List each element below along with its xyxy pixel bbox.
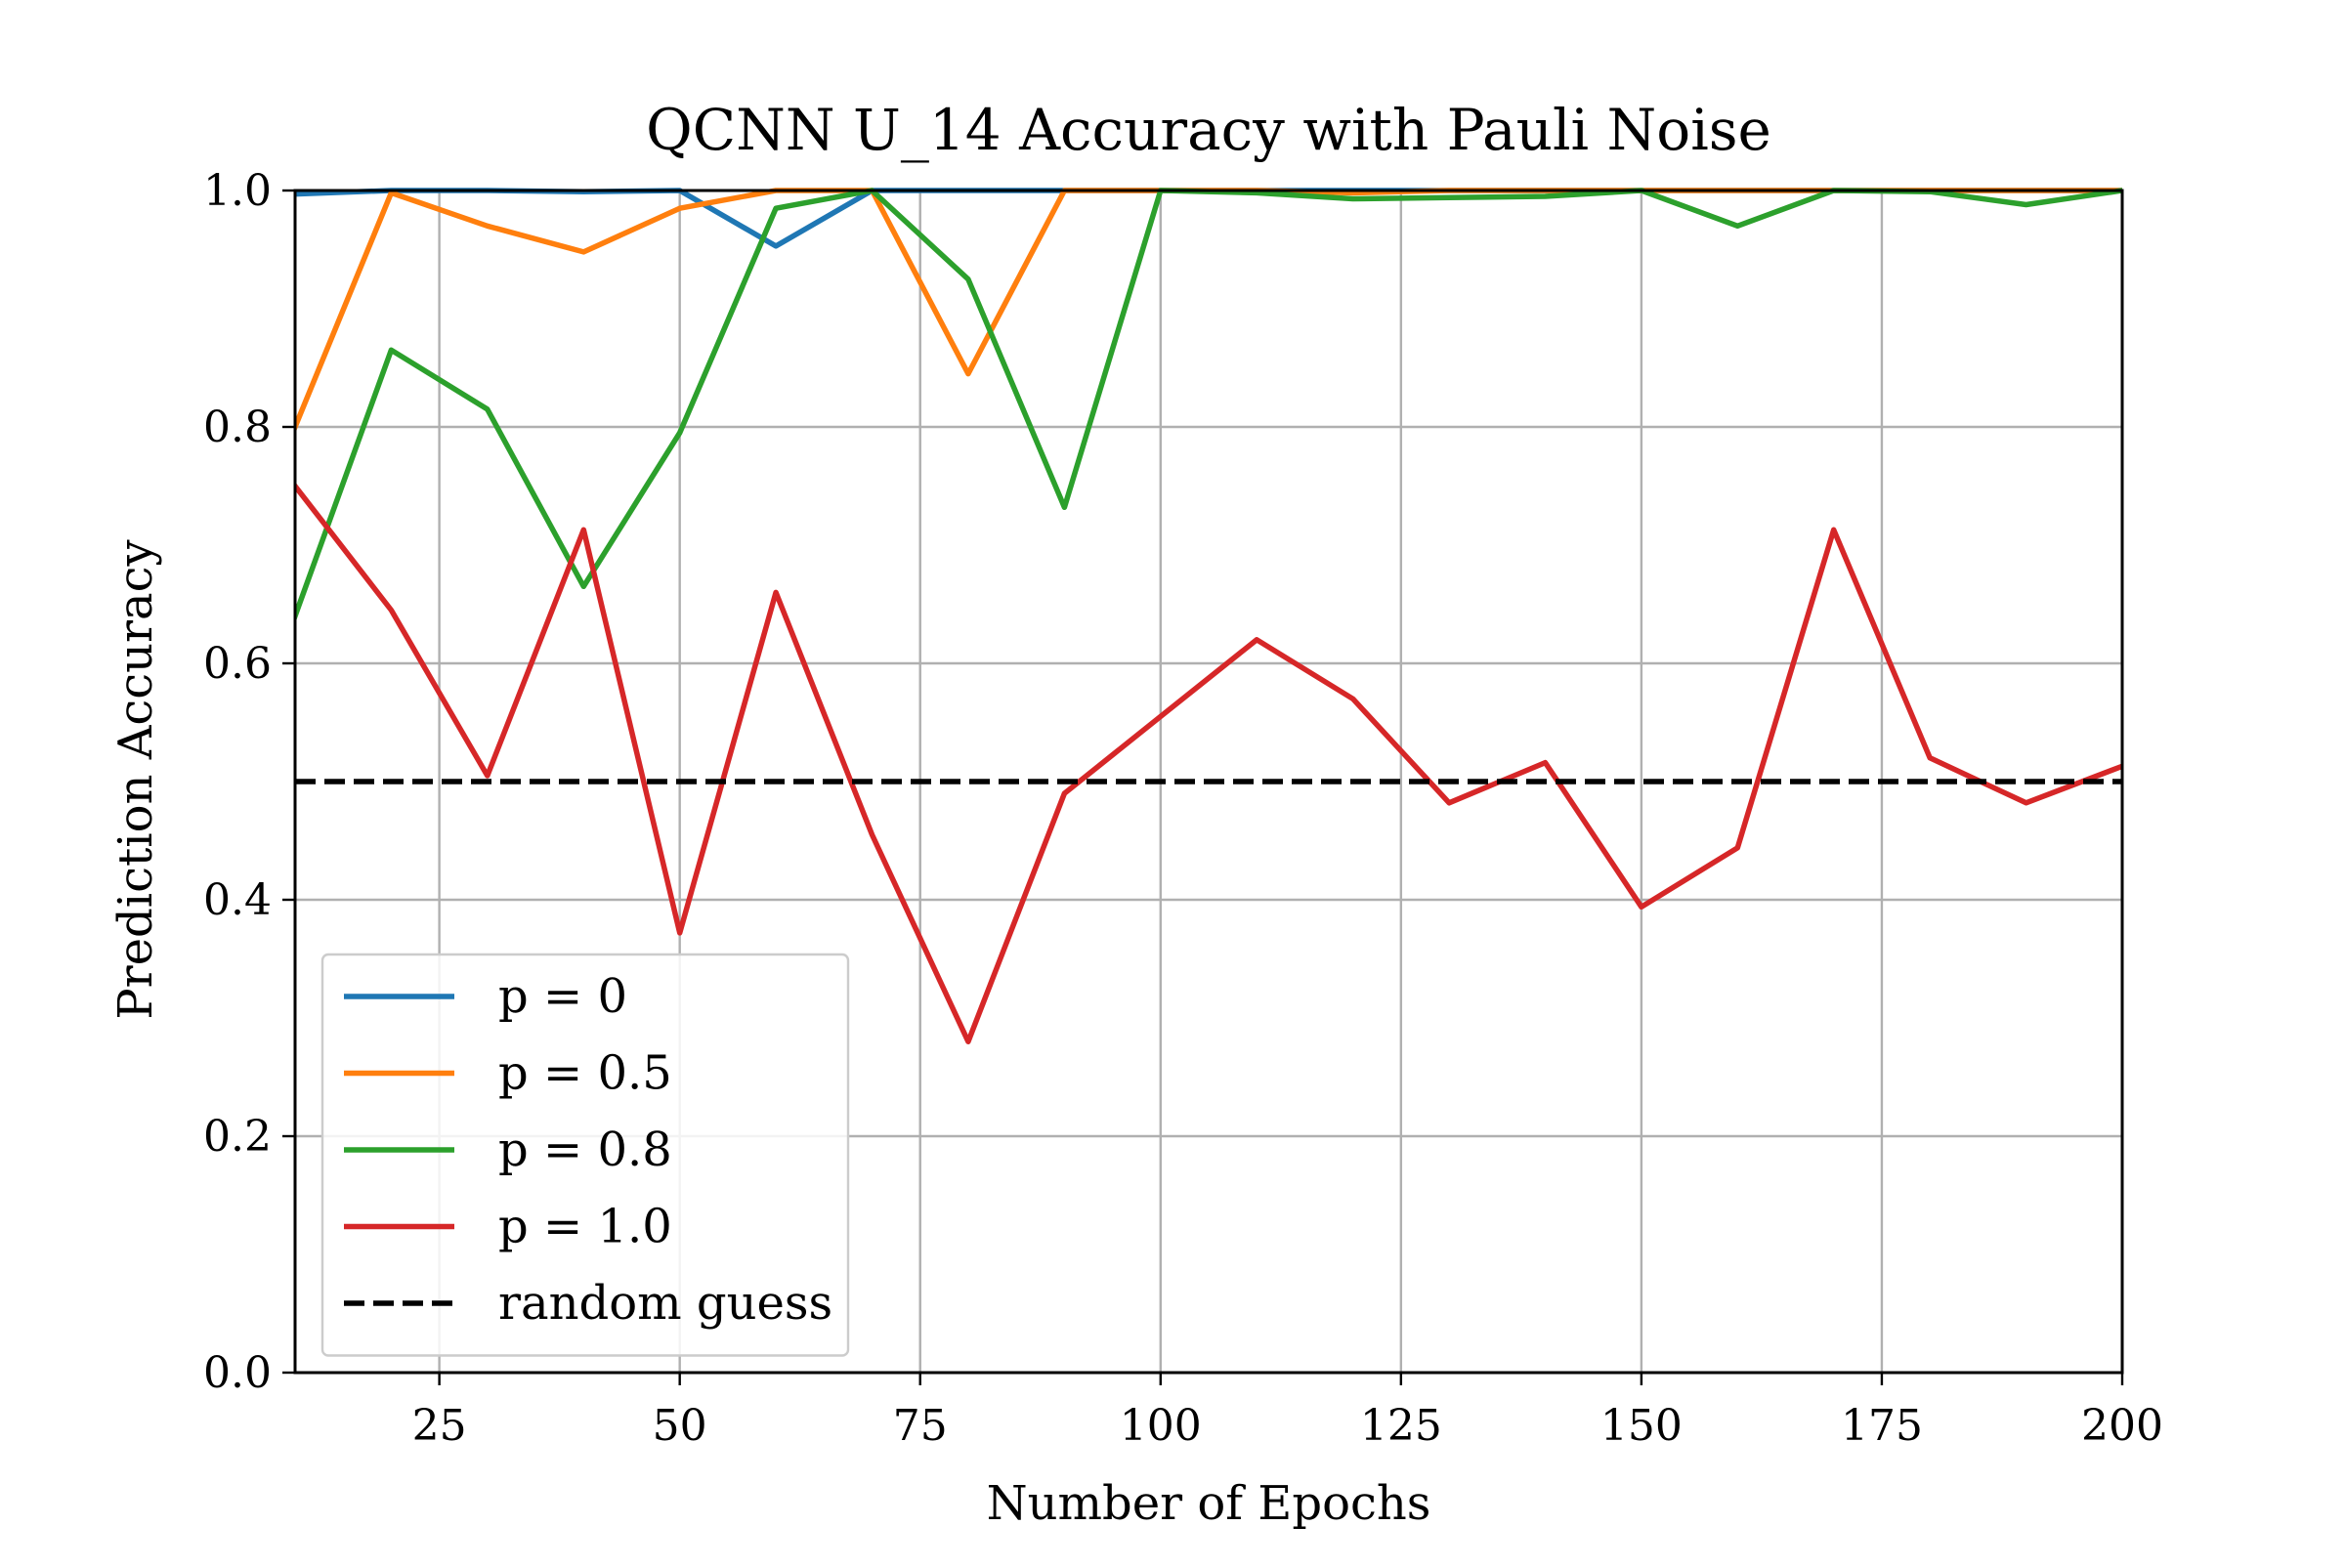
y-tick-label: 0.4	[203, 875, 272, 925]
chart-title: QCNN U_14 Accuracy with Pauli Noise	[646, 97, 1771, 163]
y-tick-label: 1.0	[203, 166, 272, 216]
y-axis-label: Prediction Accuracy	[108, 539, 163, 1019]
legend-box	[320, 953, 850, 1357]
x-axis-label: Number of Epochs	[987, 1476, 1431, 1531]
y-tick-label: 0.2	[203, 1112, 272, 1162]
legend-label: p = 0.8	[498, 1123, 672, 1177]
x-tick-label: 125	[1360, 1401, 1442, 1451]
tick-layer: 25 50 75 100 125 150 175 200 0.0 0.2 0.4 0.6 0.8 1.0	[203, 166, 2163, 1451]
legend-label: p = 1.0	[498, 1200, 672, 1254]
x-tick-label: 25	[412, 1401, 467, 1451]
x-tick-label: 150	[1600, 1401, 1683, 1451]
legend-label: p = 0.5	[498, 1046, 672, 1101]
legend: p = 0 p = 0.5 p = 0.8 p = 1.0 random guess	[320, 953, 850, 1357]
legend-label: p = 0	[498, 969, 627, 1024]
y-tick-label: 0.6	[203, 639, 272, 689]
legend-label: random guess	[498, 1276, 832, 1331]
x-tick-label: 200	[2081, 1401, 2163, 1451]
x-tick-label: 75	[893, 1401, 948, 1451]
series-line-p-1-0	[295, 482, 2122, 1044]
y-tick-label: 0.0	[203, 1348, 272, 1398]
plot-frame	[293, 189, 2124, 1375]
x-tick-label: 50	[653, 1401, 707, 1451]
x-tick-label: 100	[1120, 1401, 1202, 1451]
x-tick-label: 175	[1841, 1401, 1923, 1451]
y-tick-label: 0.8	[203, 403, 272, 452]
